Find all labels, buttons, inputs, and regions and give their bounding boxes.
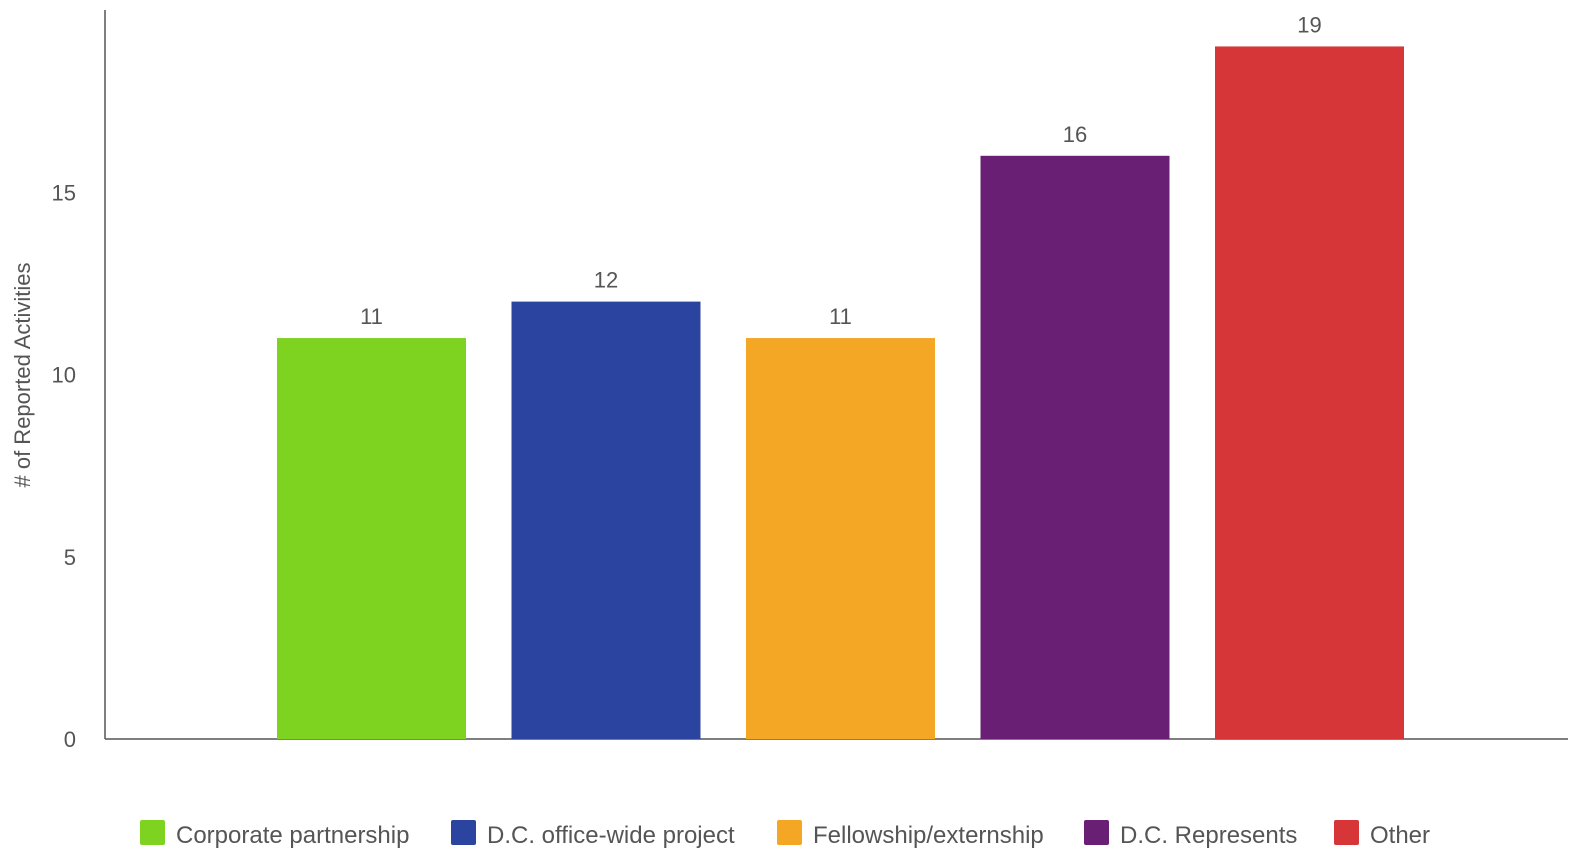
legend-item[interactable]: Corporate partnership: [140, 820, 409, 849]
data-labels: 11 12 11 16 19: [360, 12, 1322, 329]
bar: [511, 301, 701, 739]
data-label: 11: [360, 304, 383, 329]
legend-swatch: [451, 820, 476, 845]
legend-swatch: [140, 820, 165, 845]
legend-label: D.C. office-wide project: [487, 822, 735, 849]
bar: [1215, 46, 1404, 739]
bar: [746, 338, 935, 739]
legend-item[interactable]: D.C. office-wide project: [451, 820, 735, 849]
legend-item[interactable]: D.C. Represents: [1084, 820, 1297, 849]
bars: [277, 46, 1404, 740]
data-label: 12: [594, 268, 618, 293]
legend-swatch: [1084, 820, 1109, 845]
legend-item[interactable]: Fellowship/externship: [777, 820, 1044, 849]
legend[interactable]: Corporate partnership D.C. office-wide pr…: [140, 820, 1430, 849]
y-tick-label: 10: [52, 363, 76, 388]
legend-item[interactable]: Other: [1334, 820, 1430, 849]
legend-label: Other: [1370, 822, 1430, 849]
data-label: 11: [829, 304, 852, 329]
y-tick-label: 0: [64, 727, 76, 752]
y-axis-title: # of Reported Activities: [10, 262, 35, 487]
y-tick-label: 15: [52, 180, 76, 205]
bar: [277, 338, 466, 739]
legend-swatch: [777, 820, 802, 845]
legend-swatch: [1334, 820, 1359, 845]
data-label: 19: [1297, 12, 1321, 37]
data-label: 16: [1063, 122, 1087, 147]
legend-label: Fellowship/externship: [813, 822, 1044, 849]
y-tick-label: 5: [64, 545, 76, 570]
legend-label: D.C. Represents: [1120, 822, 1297, 849]
y-axis: 0 5 10 15: [52, 10, 106, 752]
bar: [980, 155, 1170, 740]
legend-label: Corporate partnership: [176, 822, 409, 849]
